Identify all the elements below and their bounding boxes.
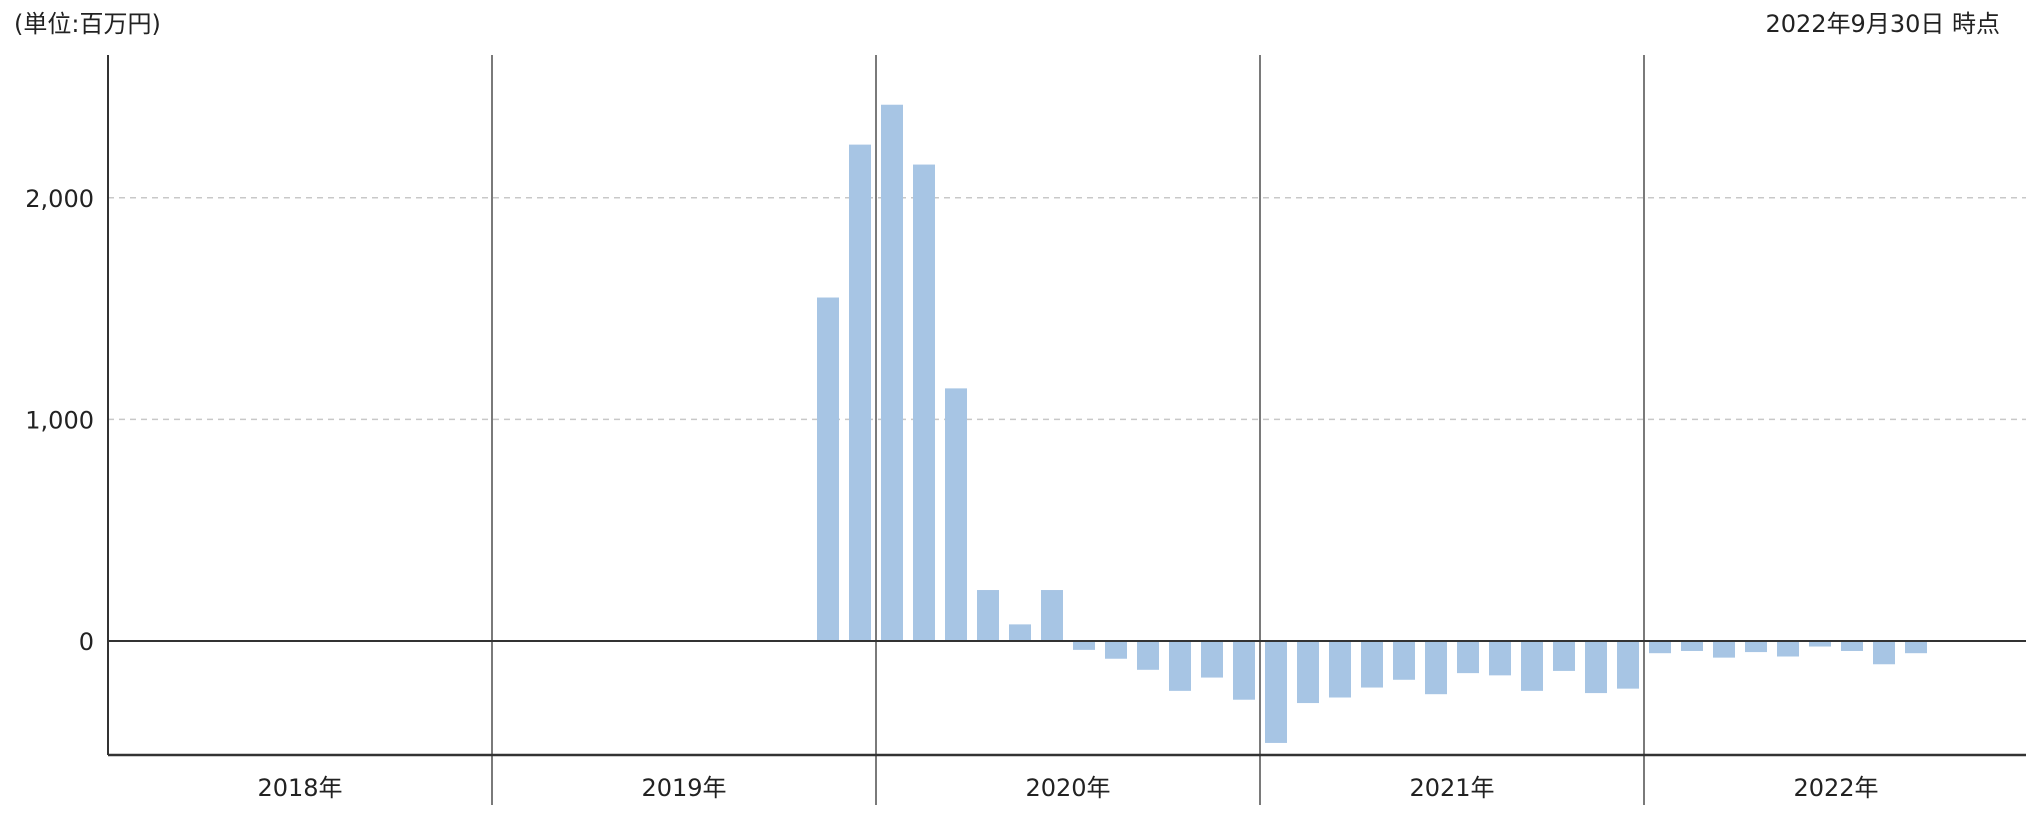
y-tick-label: 0 [79,628,94,656]
bar [1265,641,1287,743]
x-tick-label: 2018年 [257,774,342,802]
bar [1777,641,1799,657]
bar [817,297,839,641]
bar [1201,641,1223,678]
bar [1809,641,1831,647]
bar [1713,641,1735,658]
unit-label: (単位:百万円) [14,10,161,38]
bar [1105,641,1127,659]
bar [1681,641,1703,651]
bar [1233,641,1255,700]
bar [1329,641,1351,698]
y-tick-label: 1,000 [25,406,94,434]
bar [1585,641,1607,694]
bar [1041,590,1063,641]
x-tick-label: 2019年 [641,774,726,802]
bar [1649,641,1671,654]
bar [1073,641,1095,650]
bar [977,590,999,641]
bar [1745,641,1767,653]
bar [1169,641,1191,691]
bar [1905,641,1927,654]
bar [1489,641,1511,676]
bar [1393,641,1415,680]
bar [1521,641,1543,691]
bar [1457,641,1479,674]
bar [1137,641,1159,670]
y-tick-label: 2,000 [25,185,94,213]
bar [1617,641,1639,689]
bar [881,104,903,641]
x-tick-label: 2020年 [1025,774,1110,802]
bar [1553,641,1575,671]
x-tick-label: 2021年 [1409,774,1494,802]
x-tick-label: 2022年 [1793,774,1878,802]
bar [1873,641,1895,665]
bar [1361,641,1383,688]
bar [1841,641,1863,651]
bar [913,164,935,641]
bar [849,144,871,641]
bar [1297,641,1319,704]
bar [1009,624,1031,641]
as-of-date-label: 2022年9月30日 時点 [1765,10,2000,38]
bar [1425,641,1447,695]
bar [945,388,967,641]
